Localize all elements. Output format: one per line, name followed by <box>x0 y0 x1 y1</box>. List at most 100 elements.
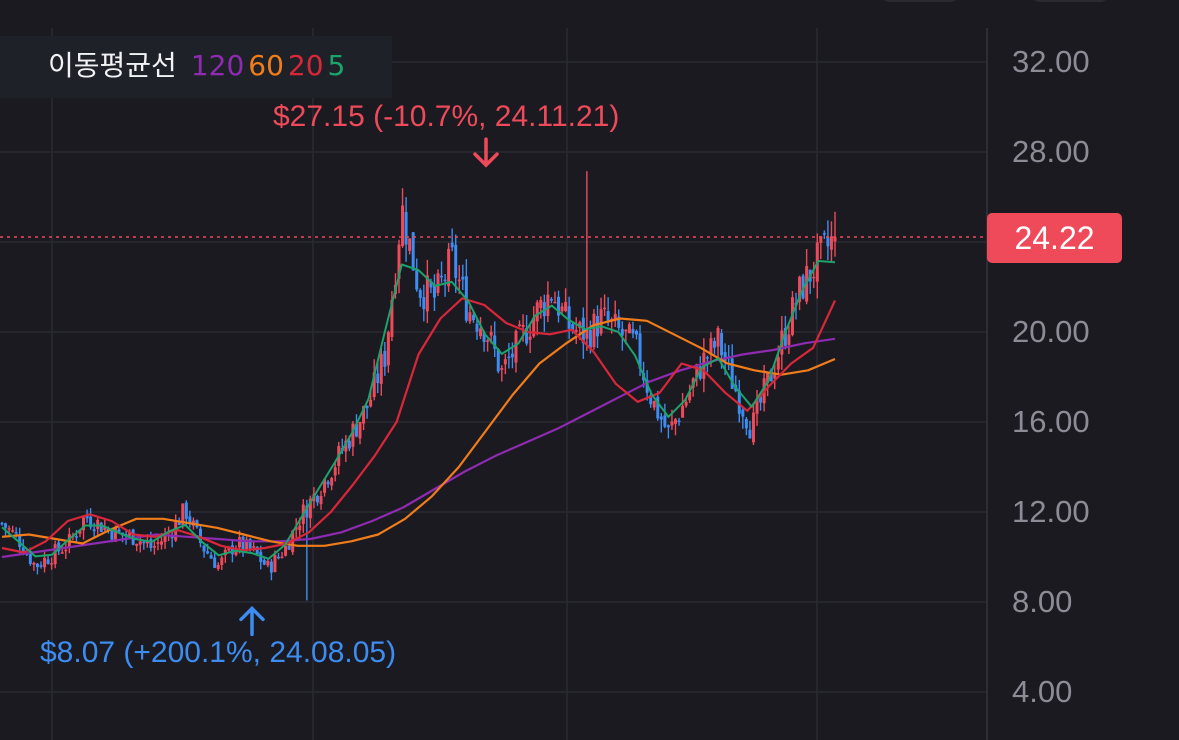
candle-body <box>688 391 692 401</box>
candle-body <box>617 316 621 328</box>
candle-body <box>199 528 203 543</box>
candle-body <box>457 279 461 282</box>
candle-body <box>32 562 36 565</box>
candle-body <box>411 232 415 271</box>
candle-body <box>330 477 334 486</box>
candle-body <box>138 541 142 545</box>
candle-body <box>755 399 759 414</box>
candle-body <box>663 415 667 427</box>
candle-body <box>443 279 447 282</box>
candle-body <box>723 352 727 361</box>
candle-body <box>96 519 100 529</box>
candle-body <box>64 549 68 552</box>
moving-average-lines <box>1 260 836 560</box>
candle-body <box>255 546 259 555</box>
candle-body <box>489 331 493 336</box>
candle-body <box>181 503 185 525</box>
y-tick-label: 32.00 <box>1012 44 1090 79</box>
candle-body <box>705 357 709 359</box>
candle-body <box>344 440 348 452</box>
candle-body <box>436 273 440 293</box>
candle-body <box>546 294 550 316</box>
candle-body <box>716 328 720 347</box>
low-arrow-icon <box>239 605 265 637</box>
candle-body <box>347 440 351 449</box>
candle-body <box>826 237 830 247</box>
candle-body <box>362 406 366 424</box>
candle-body <box>284 545 288 556</box>
candle-body <box>518 324 522 327</box>
candle-body <box>245 539 249 551</box>
candle-body <box>829 236 833 250</box>
candle-body <box>798 276 802 302</box>
candle-body <box>209 554 213 559</box>
legend-ma20: 20 <box>287 49 324 82</box>
candle-body <box>276 556 280 559</box>
candle-body <box>535 302 539 322</box>
candle-body <box>308 498 312 519</box>
candle-body <box>89 516 93 528</box>
candle-body <box>454 244 458 278</box>
candle-body <box>737 390 741 414</box>
candle-body <box>819 236 823 243</box>
candle-body <box>50 563 54 565</box>
candle-body <box>652 400 656 408</box>
candle-body <box>323 479 327 493</box>
candle-body <box>574 330 578 332</box>
candle-body <box>14 532 18 534</box>
candle-body <box>539 299 543 309</box>
candle-body <box>206 551 210 554</box>
legend-title: 이동평균선 <box>48 49 177 82</box>
candle-body <box>28 551 32 564</box>
high-arrow-icon <box>473 137 499 168</box>
candle-body <box>549 299 553 301</box>
candle-body <box>787 334 791 345</box>
candle-body <box>117 529 121 533</box>
candle-body <box>213 557 217 568</box>
candle-body <box>99 522 103 532</box>
candle-body <box>237 537 241 548</box>
candle-body <box>670 421 674 426</box>
candle-body <box>528 336 532 340</box>
moving-average-legend[interactable]: 이동평균선 120 60 20 5 <box>48 44 349 84</box>
candle-body <box>429 281 433 288</box>
y-tick-label: 12.00 <box>1012 494 1090 529</box>
y-tick-label: 28.00 <box>1012 134 1090 169</box>
candle-body <box>603 307 607 310</box>
candle-body <box>422 297 426 310</box>
candle-body <box>822 233 826 235</box>
candle-body <box>712 341 716 348</box>
candle-body <box>35 563 39 568</box>
candle-body <box>673 419 677 424</box>
candle-body <box>482 332 486 343</box>
candle-body <box>500 368 504 370</box>
candle-body <box>110 529 114 540</box>
candle-body <box>78 529 82 534</box>
candle-body <box>613 314 617 321</box>
candle-body <box>156 542 160 544</box>
candle-body <box>471 314 475 321</box>
candle-body <box>4 523 8 528</box>
candle-body <box>720 333 724 356</box>
marker-arrows <box>239 137 499 637</box>
candle-body <box>744 418 748 429</box>
candle-body <box>248 539 252 549</box>
toolbar-pill[interactable] <box>1030 0 1110 2</box>
candle-body <box>358 421 362 439</box>
candle-body <box>365 405 369 409</box>
candle-body <box>461 276 465 280</box>
candle-body <box>627 324 631 334</box>
candle-body <box>741 409 745 417</box>
candle-body <box>82 517 86 531</box>
candle-body <box>92 529 96 532</box>
candle-body <box>776 357 780 370</box>
candle-body <box>695 364 699 378</box>
candle-body <box>298 525 302 531</box>
candle-body <box>783 327 787 346</box>
candle-body <box>60 552 64 554</box>
candle-body <box>631 329 635 334</box>
toolbar-pill[interactable] <box>880 0 960 2</box>
legend-background <box>0 36 392 98</box>
ma-60-line <box>1 317 836 547</box>
